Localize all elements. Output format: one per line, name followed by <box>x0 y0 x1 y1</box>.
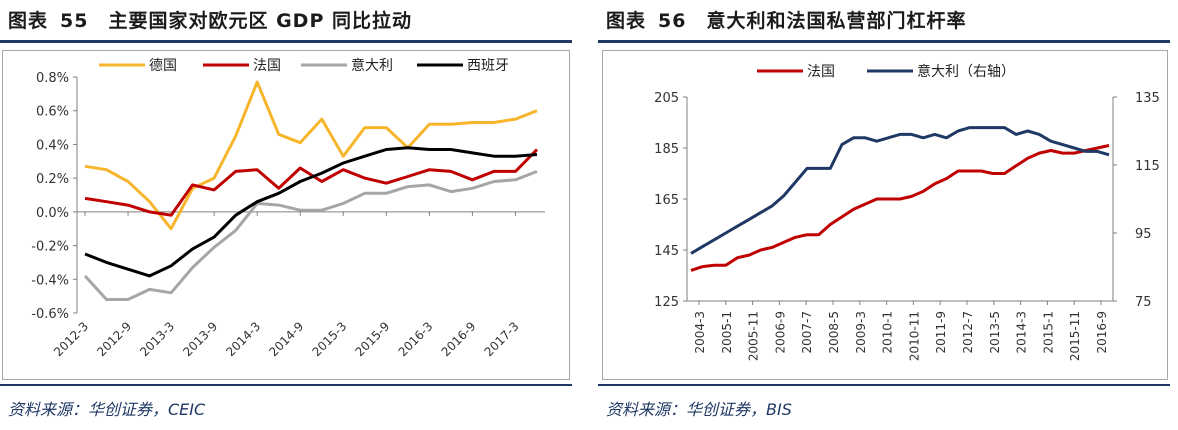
x-tick-label: 2009-3 <box>854 311 868 354</box>
y-tick-label-right: 135 <box>1135 91 1160 106</box>
x-tick-label: 2006-9 <box>773 311 787 354</box>
x-tick-label: 2014-9 <box>266 319 306 359</box>
left-title-label: 图表 <box>8 10 49 32</box>
y-tick-label: -0.4% <box>31 273 69 288</box>
x-tick-label: 2005-11 <box>747 311 761 361</box>
right-figure-title: 图表 56 意大利和法国私营部门杠杆率 <box>606 6 966 33</box>
x-tick-label: 2015-11 <box>1068 311 1082 361</box>
right-title-text: 意大利和法国私营部门杠杆率 <box>706 10 967 32</box>
left-source-note: 资料来源：华创证券，CEIC <box>8 400 206 419</box>
right-source-rule <box>598 384 1170 386</box>
y-tick-label-left: 165 <box>654 193 679 208</box>
y-tick-label-right: 75 <box>1135 295 1152 310</box>
x-tick-label: 2014-3 <box>1015 311 1029 354</box>
x-tick-label: 2005-1 <box>720 311 734 354</box>
legend-label: 法国 <box>253 58 281 74</box>
y-tick-label-right: 115 <box>1135 159 1160 174</box>
right-line-chart: 125 145 165 185 205 75 95 115 135 2004-3 2005-1 200… <box>654 63 1160 361</box>
legend-label: 意大利（右轴） <box>917 63 1015 80</box>
y-tick-label: -0.6% <box>31 307 69 322</box>
left-title-text: 主要国家对欧元区 GDP 同比拉动 <box>108 10 412 32</box>
series-line-德国 <box>84 80 538 231</box>
y-tick-label: 0.6% <box>36 105 69 120</box>
legend-label: 法国 <box>807 64 835 80</box>
y-tick-label: 0.2% <box>36 172 69 187</box>
y-tick-label-left: 205 <box>654 91 679 106</box>
left-figure-title: 图表 55 主要国家对欧元区 GDP 同比拉动 <box>8 6 412 33</box>
series-line-法国 <box>84 148 539 217</box>
x-tick-label: 2010-1 <box>881 311 895 354</box>
x-tick-label: 2004-3 <box>693 311 707 354</box>
x-tick-label: 2013-5 <box>988 311 1002 354</box>
y-tick-label-left: 185 <box>654 142 679 157</box>
x-tick-label: 2015-3 <box>309 319 349 359</box>
x-tick-label: 2016-9 <box>439 319 479 359</box>
x-tick-label: 2012-3 <box>51 319 91 359</box>
x-tick-label: 2013-9 <box>180 319 220 359</box>
right-chart-frame: 125 145 165 185 205 75 95 115 135 2004-3 2005-1 200… <box>602 50 1168 380</box>
x-tick-label: 2012-9 <box>94 319 134 359</box>
x-tick-label: 2011-9 <box>934 311 948 354</box>
y-tick-label: 0.4% <box>36 138 69 153</box>
left-chart-frame: -0.6% -0.4% -0.2% 0.0% 0.2% 0.4% 0.6% 0.8% 2012-… <box>2 50 570 380</box>
x-tick-label: 2014-3 <box>223 319 263 359</box>
right-source-note: 资料来源：华创证券，BIS <box>606 400 792 419</box>
series-line-西班牙 <box>84 146 538 278</box>
x-tick-label: 2007-7 <box>800 311 814 354</box>
right-title-rule <box>598 40 1170 43</box>
left-title-number: 55 <box>60 10 89 32</box>
x-tick-label: 2015-9 <box>352 319 392 359</box>
x-tick-label: 2010-11 <box>907 311 921 361</box>
y-tick-label: 0.0% <box>36 206 69 221</box>
legend-label: 意大利 <box>351 57 393 74</box>
y-tick-label-left: 145 <box>654 244 679 259</box>
y-tick-label-right: 95 <box>1135 227 1152 242</box>
y-tick-label-left: 125 <box>654 295 679 310</box>
series-line-意大利 <box>83 170 538 301</box>
x-tick-label: 2008-5 <box>827 311 841 354</box>
legend-label: 德国 <box>149 58 177 74</box>
series-line-意大利（右轴） <box>690 126 1110 255</box>
y-tick-label: 0.8% <box>36 71 69 86</box>
right-figure: 图表 56 意大利和法国私营部门杠杆率 125 145 165 185 205 75 95 115… <box>598 0 1178 430</box>
left-source-rule <box>0 384 572 386</box>
x-tick-label: 2012-7 <box>961 311 975 354</box>
left-title-rule <box>0 40 572 43</box>
right-title-number: 56 <box>658 10 687 32</box>
x-tick-label: 2017-3 <box>482 319 522 359</box>
left-figure: 图表 55 主要国家对欧元区 GDP 同比拉动 -0.6% -0.4% -0.2% 0.0… <box>0 0 578 430</box>
x-tick-label: 2016-9 <box>1095 311 1109 354</box>
x-tick-label: 2015-1 <box>1041 311 1055 354</box>
right-title-label: 图表 <box>606 10 647 32</box>
y-tick-label: -0.2% <box>31 240 69 255</box>
legend-label: 西班牙 <box>467 58 509 74</box>
x-tick-label: 2016-3 <box>396 319 436 359</box>
series-line-法国 <box>690 144 1110 272</box>
x-tick-label: 2013-3 <box>137 319 177 359</box>
left-line-chart: -0.6% -0.4% -0.2% 0.0% 0.2% 0.4% 0.6% 0.8% 2012-… <box>31 57 545 359</box>
